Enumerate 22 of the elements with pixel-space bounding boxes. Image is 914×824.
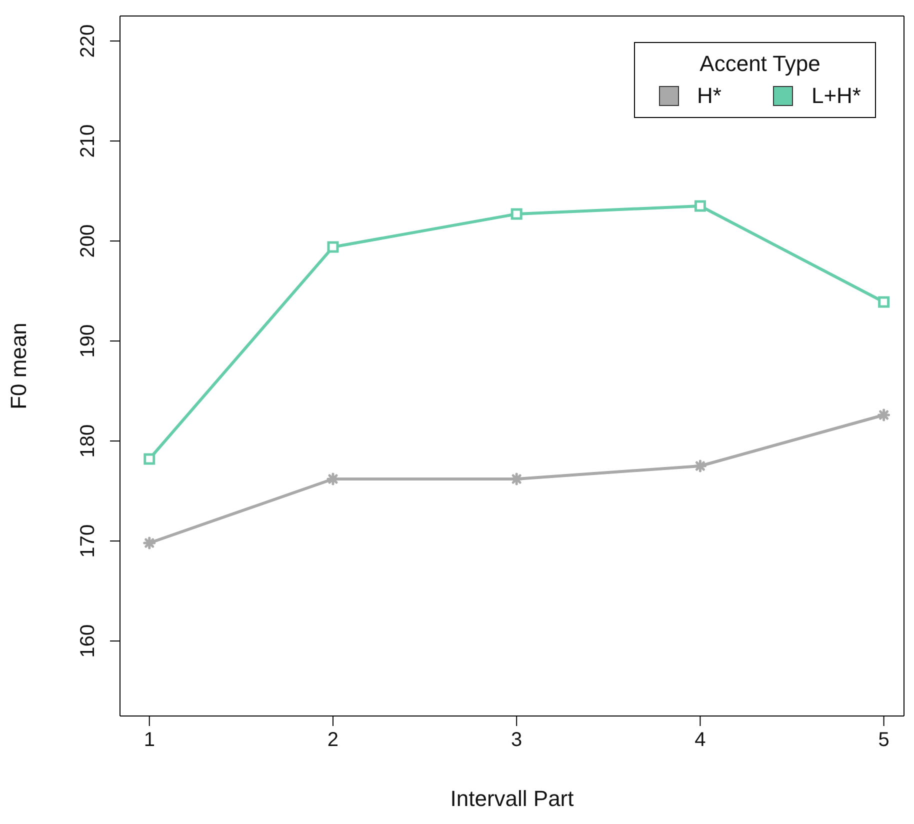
- legend-title: Accent Type: [698, 51, 822, 77]
- y-tick-label: 210: [77, 124, 99, 158]
- y-tick-label: 200: [77, 224, 99, 258]
- point: [694, 200, 706, 212]
- point: [144, 453, 156, 465]
- x-tick-label: 5: [878, 729, 890, 752]
- point: [327, 241, 339, 253]
- x-tick-label: 2: [327, 729, 339, 752]
- y-axis-title: F0 mean: [6, 322, 31, 410]
- x-tick-label: 1: [144, 729, 155, 752]
- x-tick-label: 4: [694, 729, 706, 752]
- y-tick-label: 170: [77, 524, 99, 558]
- point: [510, 208, 522, 220]
- y-tick-label: 220: [77, 24, 99, 58]
- y-tick-label: 160: [77, 624, 99, 658]
- legend-label: L+H*: [811, 83, 861, 109]
- x-axis-title: Intervall Part: [450, 786, 574, 811]
- x-tick-label: 3: [511, 729, 522, 752]
- legend-label: H*: [697, 83, 722, 109]
- point: [878, 296, 890, 308]
- y-tick-label: 190: [77, 324, 99, 358]
- y-tick-label: 180: [77, 424, 99, 458]
